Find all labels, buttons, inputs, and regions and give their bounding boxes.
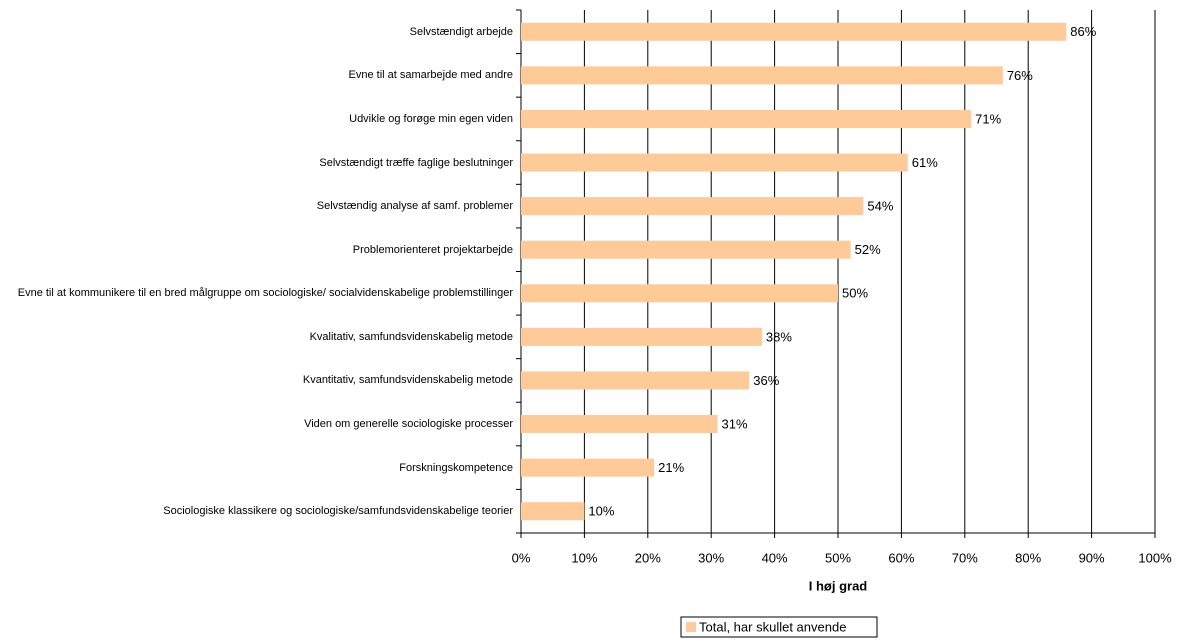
bar xyxy=(521,415,718,434)
bar xyxy=(521,109,972,128)
x-tick-label: 30% xyxy=(698,550,724,565)
bar xyxy=(521,458,655,477)
y-tick-label: Evne til at kommunikere til en bred målg… xyxy=(17,287,513,300)
y-tick-label: Selvstændigt arbejde xyxy=(409,25,513,38)
y-tick-label: Problemorienteret projektarbejde xyxy=(352,243,513,256)
x-tick-label: 80% xyxy=(1015,550,1041,565)
bar xyxy=(521,240,851,259)
bar xyxy=(521,197,864,216)
bar xyxy=(521,502,585,521)
y-tick-label: Udvikle og forøge min egen viden xyxy=(349,112,513,125)
data-label: 31% xyxy=(722,416,748,431)
y-tick-label: Sociologiske klassikere og sociologiske/… xyxy=(163,505,513,518)
x-tick-label: 20% xyxy=(635,550,661,565)
data-label: 86% xyxy=(1070,24,1096,39)
y-tick-label: Viden om generelle sociologiske processe… xyxy=(304,418,513,431)
x-tick-label: 60% xyxy=(888,550,914,565)
data-label: 38% xyxy=(766,329,792,344)
y-tick-label: Selvstændigt træffe faglige beslutninger xyxy=(319,156,513,169)
data-label: 50% xyxy=(842,286,868,301)
y-tick-label: Selvstændig analyse af samf. problemer xyxy=(316,200,513,213)
y-tick-label: Kvalitativ, samfundsvidenskabelig metode xyxy=(309,330,513,343)
x-tick-label: 70% xyxy=(952,550,978,565)
bar xyxy=(521,22,1067,41)
legend-box xyxy=(680,616,878,638)
y-tick-label: Evne til at samarbejde med andre xyxy=(348,69,513,82)
x-tick-label: 50% xyxy=(825,550,851,565)
data-label: 52% xyxy=(855,242,881,257)
x-tick-label: 10% xyxy=(571,550,597,565)
y-tick-label: Forskningskompetence xyxy=(399,461,513,474)
x-axis-label: I høj grad xyxy=(809,578,868,593)
data-label: 10% xyxy=(588,504,614,519)
legend-label: Total, har skullet anvende xyxy=(699,619,846,634)
data-label: 61% xyxy=(912,155,938,170)
data-label: 54% xyxy=(867,199,893,214)
data-label: 76% xyxy=(1007,68,1033,83)
x-tick-label: 100% xyxy=(1138,550,1172,565)
bar xyxy=(521,327,762,346)
bar xyxy=(521,284,838,303)
x-tick-label: 0% xyxy=(512,550,531,565)
y-tick-label: Kvantitativ, samfundsvidenskabelig metod… xyxy=(302,374,513,387)
bar xyxy=(521,66,1003,85)
data-label: 21% xyxy=(658,460,684,475)
bar xyxy=(521,153,908,172)
x-tick-label: 40% xyxy=(762,550,788,565)
legend-swatch xyxy=(686,622,696,632)
data-label: 71% xyxy=(975,111,1001,126)
bar xyxy=(521,371,750,390)
data-label: 36% xyxy=(753,373,779,388)
x-tick-label: 90% xyxy=(1079,550,1105,565)
